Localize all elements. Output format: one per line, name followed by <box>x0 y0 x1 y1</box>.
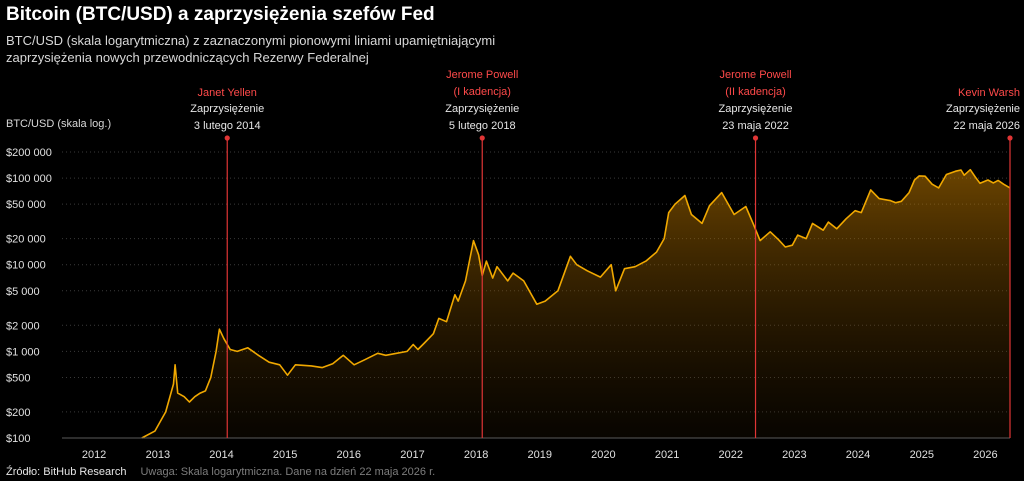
event-date: 22 maja 2026 <box>953 120 1020 132</box>
y-tick-label: $10 000 <box>6 260 46 272</box>
x-tick-label: 2015 <box>273 449 297 461</box>
event-name: Jerome Powell <box>719 69 791 81</box>
x-tick-label: 2012 <box>82 449 106 461</box>
y-tick-label: $200 <box>6 407 30 419</box>
event-term: (I kadencja) <box>453 86 510 98</box>
price-area-fill <box>141 169 1011 438</box>
x-tick-label: 2018 <box>464 449 488 461</box>
y-tick-label: $100 <box>6 433 30 445</box>
x-tick-label: 2017 <box>400 449 424 461</box>
x-tick-label: 2013 <box>146 449 170 461</box>
x-tick-label: 2019 <box>528 449 552 461</box>
event-date: 3 lutego 2014 <box>194 120 261 132</box>
x-tick-label: 2021 <box>655 449 679 461</box>
event-date: 23 maja 2022 <box>722 120 789 132</box>
x-tick-label: 2025 <box>910 449 934 461</box>
event-name: Janet Yellen <box>198 87 257 99</box>
note-text: Uwaga: Skala logarytmiczna. Dane na dzie… <box>140 466 436 478</box>
x-tick-label: 2016 <box>336 449 360 461</box>
chart-footer: Źródło: BitHub Research Uwaga: Skala loga… <box>6 466 435 478</box>
event-label: Zaprzysiężenie <box>719 103 793 115</box>
event-marker <box>224 135 230 141</box>
event-term: (II kadencja) <box>725 86 786 98</box>
y-axis-label: BTC/USD (skala log.) <box>6 118 112 130</box>
event-label: Zaprzysiężenie <box>445 103 519 115</box>
event-marker <box>479 135 485 141</box>
x-tick-label: 2020 <box>591 449 615 461</box>
event-label: Zaprzysiężenie <box>190 103 264 115</box>
source-text: Źródło: BitHub Research <box>6 466 127 478</box>
x-tick-label: 2022 <box>719 449 743 461</box>
y-tick-label: $100 000 <box>6 173 52 185</box>
event-marker <box>1007 135 1013 141</box>
y-tick-label: $200 000 <box>6 147 52 159</box>
event-name: Kevin Warsh <box>958 87 1020 99</box>
x-tick-label: 2024 <box>846 449 870 461</box>
event-label: Zaprzysiężenie <box>946 103 1020 115</box>
y-tick-label: $500 <box>6 372 30 384</box>
y-tick-label: $5 000 <box>6 286 40 298</box>
x-tick-label: 2023 <box>782 449 806 461</box>
x-tick-label: 2026 <box>973 449 997 461</box>
y-tick-label: $2 000 <box>6 320 40 332</box>
chart-subtitle: BTC/USD (skala logarytmiczna) z zaznaczo… <box>6 33 496 65</box>
y-tick-label: $20 000 <box>6 234 46 246</box>
event-name: Jerome Powell <box>446 69 518 81</box>
event-marker <box>752 135 759 141</box>
y-tick-label: $1 000 <box>6 346 40 358</box>
price-line <box>141 168 1011 439</box>
event-date: 5 lutego 2018 <box>449 120 516 132</box>
x-tick-label: 2014 <box>209 449 233 461</box>
y-tick-label: $50 000 <box>6 199 46 211</box>
chart-title: Bitcoin (BTC/USD) a zaprzysiężenia szefó… <box>6 4 435 25</box>
